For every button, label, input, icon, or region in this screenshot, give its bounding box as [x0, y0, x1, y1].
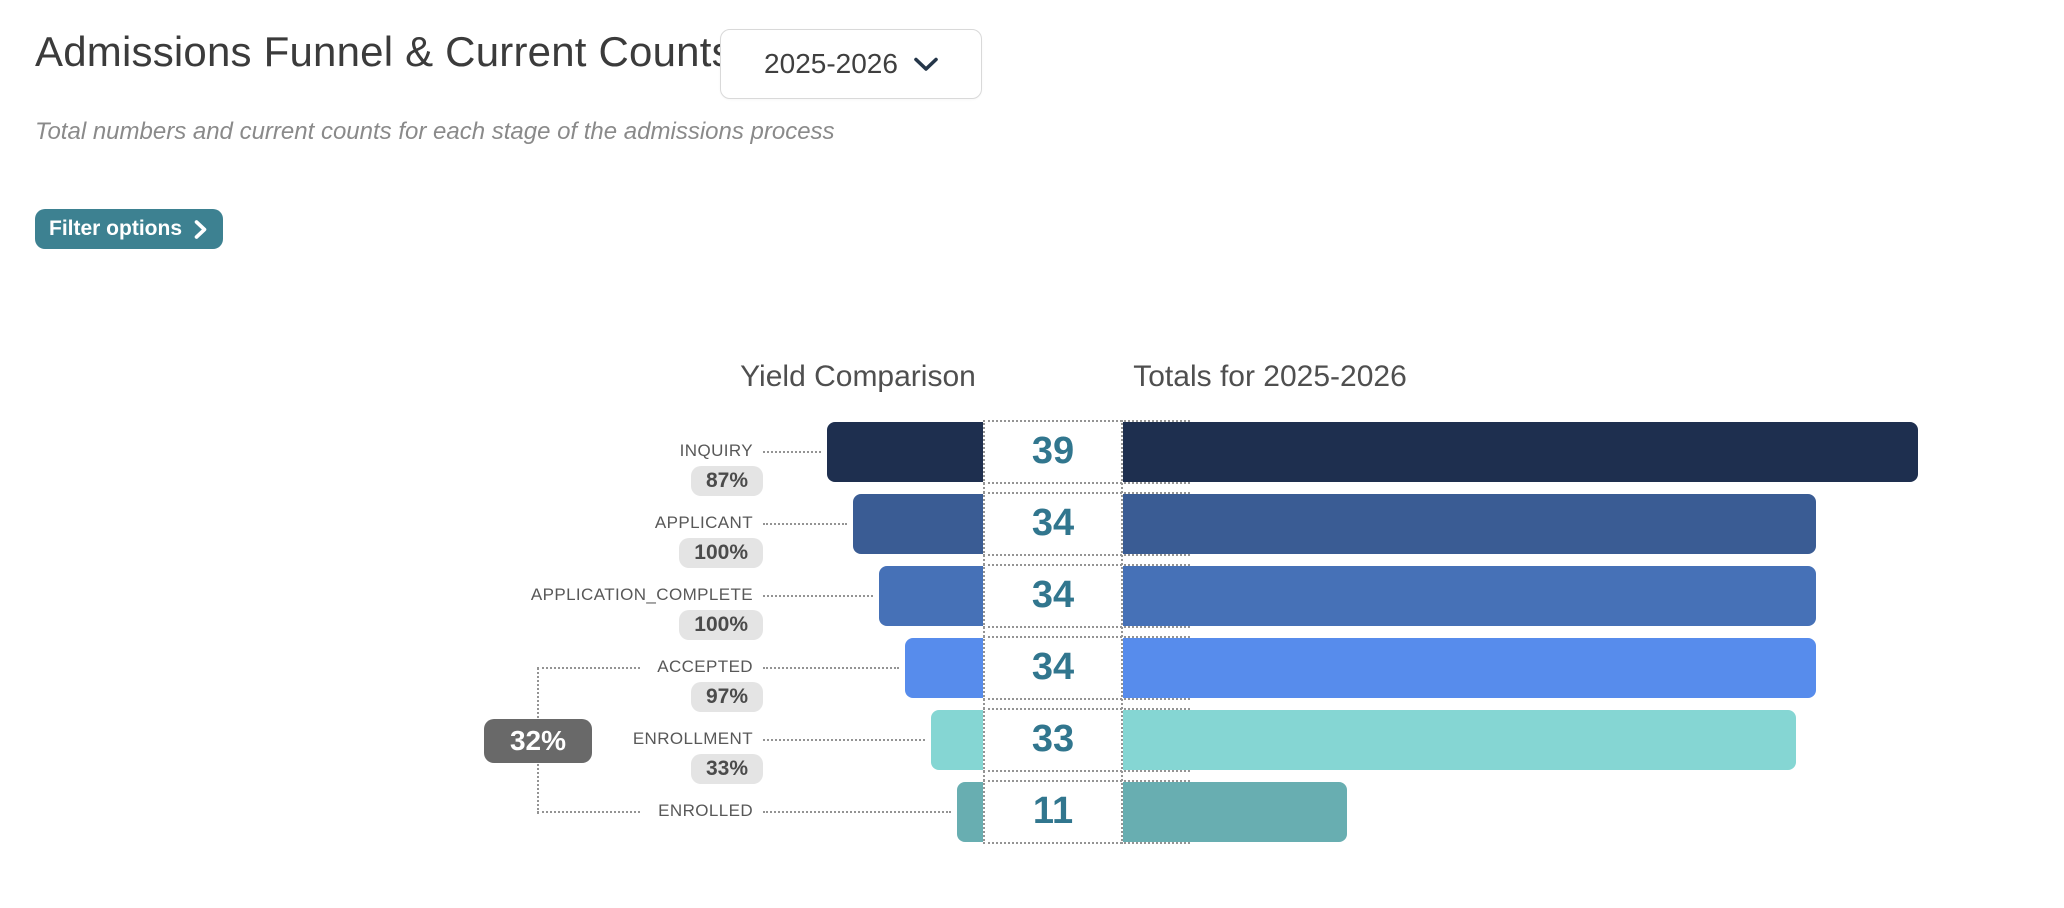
stage-label: ENROLLMENT: [632, 729, 753, 748]
row-border-bottom: [983, 482, 1190, 484]
yield-badge: 87%: [690, 466, 763, 496]
yield-bar[interactable]: [905, 638, 983, 698]
label-leader-line: [763, 523, 847, 525]
label-leader-line: [763, 595, 873, 597]
yield-badge: 100%: [679, 610, 763, 640]
total-bar[interactable]: [1123, 566, 1816, 626]
yield-badge-wrap: 33%: [363, 754, 763, 784]
label-leader-line: [763, 451, 821, 453]
yield-bar[interactable]: [853, 494, 983, 554]
yield-badge: 33%: [690, 754, 763, 784]
year-dropdown-value: 2025-2026: [764, 48, 898, 79]
row-border-top: [983, 564, 1190, 566]
total-bar[interactable]: [1123, 710, 1796, 770]
stage-count: 11: [1032, 790, 1074, 832]
label-leader-line: [763, 739, 925, 741]
year-dropdown[interactable]: 2025-2026: [720, 29, 982, 99]
stage-count: 34: [1031, 502, 1075, 544]
yield-bar[interactable]: [931, 710, 983, 770]
overall-yield-connector-top: [537, 667, 640, 669]
yield-bar[interactable]: [827, 422, 983, 482]
total-bar[interactable]: [1123, 782, 1347, 842]
stage-label: APPLICANT: [654, 513, 753, 532]
stage-label: APPLICATION_COMPLETE: [530, 585, 753, 604]
totals-header: Totals for 2025-2026: [1133, 360, 1407, 393]
row-border-bottom: [983, 770, 1190, 772]
yield-badge-wrap: 87%: [363, 466, 763, 496]
yield-bar[interactable]: [879, 566, 983, 626]
row-border-top: [983, 708, 1190, 710]
stage-count: 34: [1031, 574, 1075, 616]
row-border-top: [983, 420, 1190, 422]
row-border-bottom: [983, 842, 1190, 844]
row-border-top: [983, 492, 1190, 494]
overall-yield-connector-bottom: [537, 811, 640, 813]
label-leader-line: [763, 667, 899, 669]
label-leader-line: [763, 811, 951, 813]
yield-badge-wrap: 100%: [363, 538, 763, 568]
filter-options-button[interactable]: Filter options: [35, 209, 223, 249]
stage-count: 39: [1031, 430, 1075, 472]
chevron-right-icon: [194, 219, 207, 239]
stage-count: 34: [1031, 646, 1075, 688]
yield-badge-wrap: 97%: [363, 682, 763, 712]
row-border-top: [983, 636, 1190, 638]
yield-comparison-header: Yield Comparison: [740, 360, 976, 393]
yield-badge-wrap: 100%: [363, 610, 763, 640]
page-title: Admissions Funnel & Current Counts: [35, 28, 733, 75]
yield-badge: 97%: [690, 682, 763, 712]
row-border-top: [983, 780, 1190, 782]
stage-label: ENROLLED: [658, 801, 753, 820]
yield-badge: 100%: [679, 538, 763, 568]
row-border-bottom: [983, 626, 1190, 628]
count-column-left-border: [983, 420, 985, 844]
row-border-bottom: [983, 698, 1190, 700]
total-bar[interactable]: [1123, 494, 1816, 554]
total-bar[interactable]: [1123, 638, 1816, 698]
subtitle: Total numbers and current counts for eac…: [35, 118, 835, 145]
total-bar[interactable]: [1123, 422, 1918, 482]
chevron-down-icon: [914, 57, 938, 71]
count-column-right-border: [1121, 420, 1123, 844]
overall-yield-badge: 32%: [484, 719, 592, 763]
yield-bar[interactable]: [957, 782, 983, 842]
stage-label: ACCEPTED: [657, 657, 753, 676]
stage-label: INQUIRY: [679, 441, 753, 460]
stage-count: 33: [1031, 718, 1075, 760]
row-border-bottom: [983, 554, 1190, 556]
filter-options-label: Filter options: [49, 217, 182, 240]
